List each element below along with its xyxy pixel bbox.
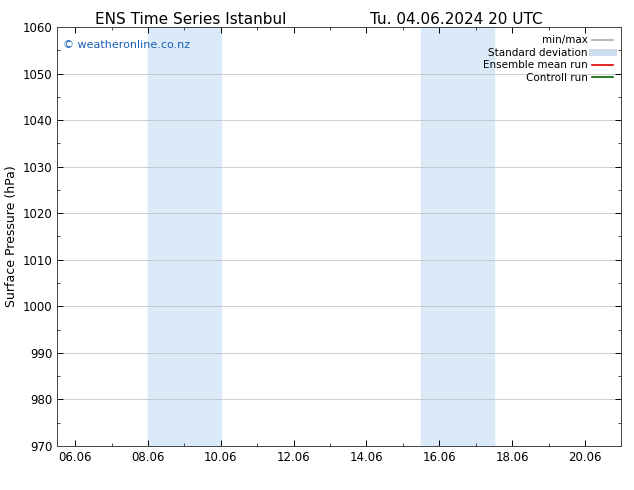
Bar: [458, 27, 494, 446]
Bar: [421, 27, 458, 446]
Text: Tu. 04.06.2024 20 UTC: Tu. 04.06.2024 20 UTC: [370, 12, 543, 27]
Text: ENS Time Series Istanbul: ENS Time Series Istanbul: [94, 12, 286, 27]
Y-axis label: Surface Pressure (hPa): Surface Pressure (hPa): [5, 166, 18, 307]
Bar: [184, 27, 221, 446]
Legend: min/max, Standard deviation, Ensemble mean run, Controll run: min/max, Standard deviation, Ensemble me…: [480, 32, 616, 86]
Text: © weatheronline.co.nz: © weatheronline.co.nz: [63, 40, 190, 49]
Bar: [148, 27, 184, 446]
